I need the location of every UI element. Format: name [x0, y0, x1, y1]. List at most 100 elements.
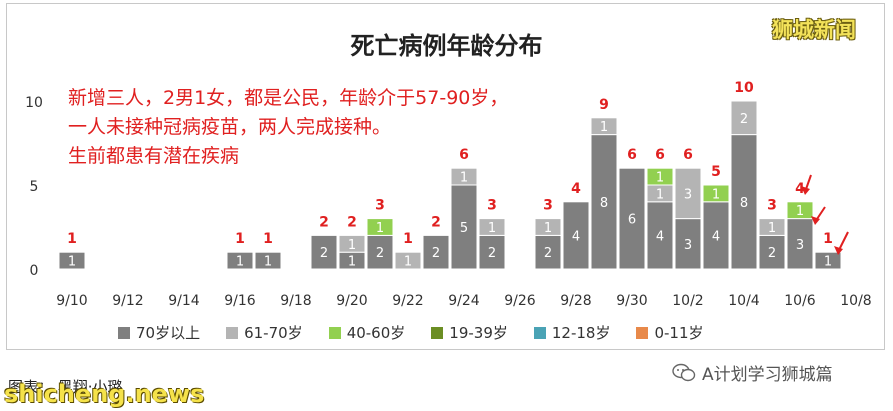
- bar-segment-label: 1: [348, 255, 356, 270]
- bar-segment: [674, 218, 702, 270]
- bar-segment: [702, 201, 730, 270]
- bar-segment: [450, 167, 478, 186]
- legend-label: 40-60岁: [346, 324, 406, 342]
- legend-swatch: [431, 326, 444, 339]
- total-label: 1: [403, 231, 413, 247]
- annotation-arrow-head: [834, 246, 843, 255]
- total-label: 5: [711, 164, 721, 180]
- total-label: 6: [627, 147, 637, 163]
- bar-segment-label: 1: [404, 255, 412, 270]
- bar-segment: [646, 167, 674, 186]
- x-tick-label: 9/26: [504, 293, 536, 309]
- bar-segment: [366, 218, 394, 236]
- total-label: 4: [795, 181, 805, 197]
- wechat-account: A计划学习狮城篇: [672, 360, 833, 385]
- bar-segment: [702, 184, 730, 203]
- x-tick-label: 9/20: [336, 293, 367, 309]
- bar-segment: [786, 218, 814, 270]
- bar-segment-label: 2: [488, 246, 496, 261]
- x-tick-label: 10/6: [784, 293, 816, 309]
- note-line-2: 一人未接种冠病疫苗，两人完成接种。: [68, 116, 392, 138]
- bar-segment-label: 2: [544, 246, 552, 261]
- total-label: 2: [319, 214, 329, 230]
- x-tick-label: 9/24: [448, 293, 480, 309]
- total-label: 9: [599, 97, 609, 113]
- bar-segment-label: 2: [768, 246, 776, 261]
- legend-item: 61-70岁: [226, 322, 303, 343]
- bar-segment-label: 1: [656, 187, 664, 202]
- bar-segment: [730, 134, 758, 270]
- bar-segment-label: 1: [376, 221, 384, 236]
- bar-segment: [394, 251, 422, 270]
- bar-segment: [590, 117, 618, 136]
- x-tick-label: 9/10: [56, 293, 87, 309]
- bar-segment-label: 2: [320, 246, 328, 261]
- bar-segment-label: 1: [656, 171, 664, 186]
- legend-swatch: [636, 326, 649, 339]
- bar-segment-label: 1: [544, 221, 552, 236]
- x-tick-label: 10/2: [672, 293, 703, 309]
- x-tick-label: 9/28: [560, 293, 591, 309]
- credit-text: 图表： 黑翔·小璐: [8, 378, 123, 396]
- bar-segment-label: 3: [684, 238, 692, 253]
- wechat-icon: [672, 363, 696, 381]
- bar-segment: [590, 134, 618, 270]
- bar-segment: [338, 234, 366, 253]
- total-label: 1: [235, 231, 245, 247]
- bar-segment-label: 1: [600, 120, 608, 135]
- bar-segment-label: 5: [460, 221, 468, 236]
- bar-segment-label: 4: [656, 229, 664, 244]
- bar-segment: [646, 201, 674, 270]
- total-label: 3: [375, 198, 385, 214]
- bar-segment-label: 3: [796, 238, 804, 253]
- x-tick-label: 9/22: [392, 293, 423, 309]
- y-tick-label: 10: [25, 95, 43, 111]
- bar-segment: [786, 201, 814, 220]
- bar-segment-label: 1: [796, 204, 804, 219]
- total-label: 10: [734, 80, 754, 96]
- total-label: 1: [823, 231, 833, 247]
- bar-segment: [562, 201, 590, 270]
- total-label: 3: [543, 198, 553, 214]
- legend-label: 19-39岁: [449, 324, 508, 342]
- total-label: 6: [655, 147, 665, 163]
- brand-logo-text: 狮城新闻: [772, 18, 856, 42]
- legend-item: 12-18岁: [533, 322, 610, 343]
- annotation-arrow-head: [811, 216, 820, 225]
- x-tick-label: 9/18: [280, 293, 311, 309]
- bar-segment: [758, 218, 786, 236]
- bar-segment-label: 1: [768, 221, 776, 236]
- x-tick-label: 9/14: [168, 293, 200, 309]
- bar-segment-label: 1: [460, 171, 468, 186]
- bar-segment: [618, 167, 646, 270]
- y-tick-label: 5: [30, 179, 39, 195]
- news-note: 新增三人，2男1女，都是公民，年龄介于57-90岁， 一人未接种冠病疫苗，两人完…: [68, 84, 508, 171]
- note-line-1: 新增三人，2男1女，都是公民，年龄介于57-90岁，: [68, 87, 509, 109]
- bar-segment-label: 2: [740, 112, 748, 127]
- legend-item: 0-11岁: [636, 322, 704, 343]
- y-tick-label: 0: [30, 263, 39, 279]
- bar-segment: [310, 234, 338, 270]
- x-tick-label: 10/4: [728, 293, 760, 309]
- bar-segment: [674, 167, 702, 220]
- total-label: 4: [571, 181, 581, 197]
- bar-segment-label: 3: [684, 187, 692, 202]
- bar-segment: [730, 100, 758, 136]
- bar-segment: [450, 184, 478, 270]
- chart-legend: 70岁以上 61-70岁 40-60岁 19-39岁 12-18岁 0-11岁: [118, 322, 704, 343]
- legend-label: 61-70岁: [244, 324, 303, 342]
- legend-swatch: [118, 326, 130, 339]
- total-label: 3: [487, 198, 497, 214]
- bar-segment: [534, 218, 562, 236]
- legend-label: 0-11岁: [654, 324, 704, 342]
- bar-segment-label: 1: [264, 255, 272, 270]
- bar-segment-label: 1: [712, 187, 720, 202]
- annotation-arrow-head: [801, 186, 810, 195]
- bar-segment-label: 2: [376, 246, 384, 261]
- bar-segment: [814, 251, 842, 270]
- site-watermark: shicheng.news: [4, 380, 205, 408]
- x-tick-label: 10/8: [840, 293, 871, 309]
- bar-segment-label: 1: [824, 255, 832, 270]
- bar-segment: [254, 251, 282, 270]
- total-label: 3: [767, 198, 777, 214]
